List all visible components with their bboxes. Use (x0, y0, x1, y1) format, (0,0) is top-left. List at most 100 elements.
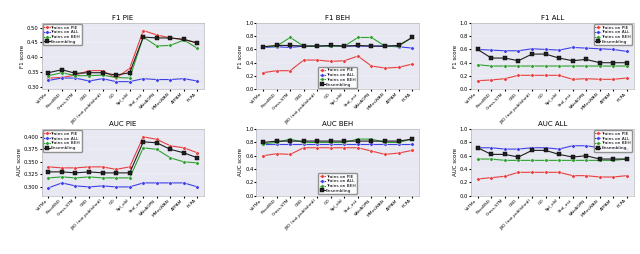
Line: Trains on ALL: Trains on ALL (261, 44, 414, 50)
Trains on ALL (367, 142, 375, 145)
Ensembling (501, 153, 509, 156)
Trains on ALL (72, 184, 79, 187)
Trains on BEH (569, 159, 577, 162)
Line: Ensembling: Ensembling (47, 35, 199, 77)
Trains on ALL (286, 46, 294, 49)
Title: AUC PIE: AUC PIE (109, 121, 136, 127)
Trains on ALL (259, 142, 267, 145)
Trains on BEH (140, 36, 147, 39)
Ensembling (314, 140, 321, 143)
Trains on PIE (354, 146, 362, 149)
Trains on PIE (327, 146, 335, 149)
Ensembling (367, 45, 375, 48)
Trains on BEH (474, 63, 481, 66)
Title: AUC ALL: AUC ALL (538, 121, 567, 127)
Trains on ALL (582, 46, 590, 50)
Trains on PIE (596, 78, 604, 81)
Ensembling (99, 171, 106, 174)
Trains on ALL (488, 146, 495, 149)
Trains on BEH (367, 138, 375, 141)
Ensembling (300, 140, 308, 143)
Trains on PIE (194, 41, 202, 44)
Trains on ALL (501, 49, 509, 52)
Title: F1 BEH: F1 BEH (325, 15, 350, 21)
Trains on BEH (609, 159, 617, 162)
Trains on PIE (528, 74, 536, 77)
Trains on PIE (609, 78, 617, 81)
Trains on PIE (180, 146, 188, 149)
Trains on PIE (340, 59, 348, 62)
Ensembling (367, 140, 375, 143)
Trains on BEH (99, 74, 106, 77)
Title: F1 PIE: F1 PIE (112, 15, 134, 21)
Trains on ALL (300, 45, 308, 48)
Trains on ALL (314, 142, 321, 145)
Trains on BEH (273, 141, 280, 144)
Trains on PIE (153, 34, 161, 37)
Trains on BEH (259, 45, 267, 48)
Trains on ALL (609, 48, 617, 51)
Trains on BEH (153, 148, 161, 151)
Trains on ALL (582, 144, 590, 147)
Title: F1 ALL: F1 ALL (541, 15, 564, 21)
Trains on ALL (381, 142, 389, 145)
Trains on BEH (582, 159, 590, 162)
Ensembling (140, 36, 147, 39)
Trains on BEH (112, 176, 120, 179)
Line: Trains on PIE: Trains on PIE (261, 146, 414, 157)
Ensembling (58, 170, 66, 173)
Trains on BEH (112, 76, 120, 79)
Ensembling (99, 71, 106, 74)
Line: Ensembling: Ensembling (476, 146, 628, 161)
Trains on BEH (126, 176, 134, 179)
Trains on BEH (300, 45, 308, 48)
Y-axis label: F1 score: F1 score (452, 44, 458, 68)
Ensembling (180, 38, 188, 41)
Ensembling (395, 140, 403, 143)
Trains on BEH (259, 142, 267, 145)
Trains on ALL (556, 49, 563, 52)
Ensembling (112, 171, 120, 174)
Ensembling (609, 157, 617, 161)
Trains on BEH (327, 45, 335, 48)
Trains on BEH (314, 141, 321, 144)
Trains on ALL (58, 181, 66, 184)
Line: Trains on BEH: Trains on BEH (476, 63, 628, 68)
Trains on ALL (623, 50, 630, 53)
Trains on ALL (340, 142, 348, 145)
Ensembling (488, 57, 495, 60)
Trains on ALL (354, 142, 362, 145)
Trains on ALL (140, 77, 147, 80)
Trains on BEH (194, 47, 202, 50)
Trains on BEH (180, 160, 188, 163)
Trains on BEH (528, 65, 536, 68)
Trains on PIE (609, 176, 617, 179)
Line: Trains on PIE: Trains on PIE (47, 135, 199, 171)
Trains on BEH (286, 138, 294, 141)
Trains on BEH (408, 36, 416, 39)
Trains on BEH (314, 45, 321, 48)
Trains on ALL (609, 146, 617, 149)
Legend: Trains on PIE, Trains on ALL, Trains on BEH, Ensembling: Trains on PIE, Trains on ALL, Trains on … (594, 131, 632, 152)
Trains on ALL (194, 185, 202, 188)
Ensembling (408, 138, 416, 141)
Ensembling (259, 141, 267, 144)
Trains on ALL (395, 45, 403, 48)
Trains on ALL (259, 46, 267, 49)
Ensembling (340, 140, 348, 143)
Trains on PIE (99, 69, 106, 72)
Y-axis label: F1 score: F1 score (238, 44, 243, 68)
Trains on PIE (126, 165, 134, 168)
Ensembling (180, 151, 188, 154)
Trains on ALL (85, 185, 93, 188)
Y-axis label: AUC score: AUC score (17, 148, 22, 176)
Trains on BEH (528, 159, 536, 162)
Trains on BEH (515, 159, 522, 162)
Ensembling (126, 171, 134, 174)
Ensembling (58, 68, 66, 71)
Trains on PIE (556, 171, 563, 174)
Trains on ALL (596, 146, 604, 149)
Trains on ALL (85, 80, 93, 83)
Trains on BEH (85, 74, 93, 77)
Trains on PIE (515, 74, 522, 77)
